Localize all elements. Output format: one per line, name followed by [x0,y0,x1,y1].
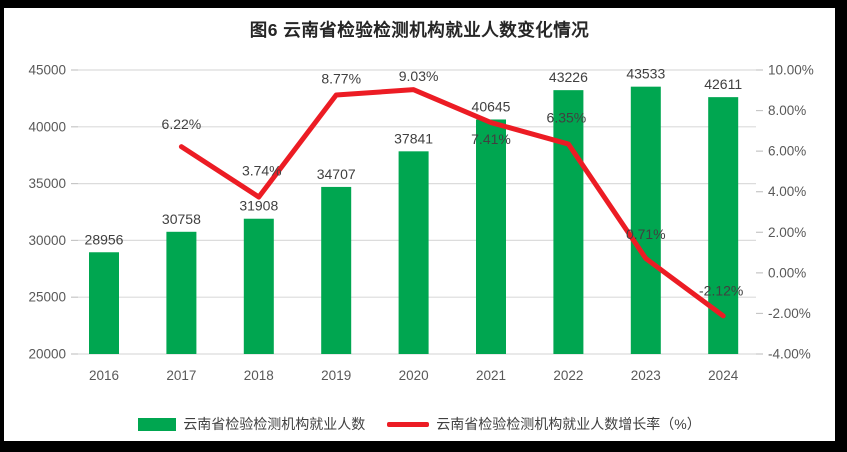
legend-item-employment: 云南省检验检测机构就业人数 [138,414,365,434]
growth-point-label: 6.35% [547,110,587,126]
axis-tick-label-right: -2.00% [768,306,811,321]
x-axis-label: 2017 [166,368,196,383]
axis-tick-label-left: 40000 [28,119,66,134]
growth-line [178,87,726,319]
axis-tick-label-left: 30000 [28,233,66,248]
line-series-swatch-icon [387,421,430,427]
x-axis-label: 2019 [321,368,351,383]
bar-value-label: 42611 [704,76,742,92]
axis-tick-label-left: 25000 [28,290,66,305]
legend-label-employment: 云南省检验检测机构就业人数 [183,416,366,432]
legend: 云南省检验检测机构就业人数 云南省检验检测机构就业人数增长率（%） [4,414,835,434]
chart-background: 45000 40000 35000 30000 25000 20000 10.00% 8.00… [4,8,835,441]
bar-2017 [166,231,197,354]
bar-value-label: 37841 [394,130,433,146]
bar-value-label: 28956 [85,231,124,247]
growth-point-label: 3.74% [242,162,282,178]
x-axis-label: 2020 [399,368,429,383]
bar-value-label: 31908 [239,198,278,214]
growth-point-label: 6.22% [162,116,202,132]
growth-point-label: 9.03% [399,68,439,84]
bar-value-label: 40645 [472,98,511,114]
growth-point-label: 8.77% [321,70,361,86]
legend-label-growth: 云南省检验检测机构就业人数增长率（%） [436,416,701,432]
bar-value-label: 43226 [549,69,588,85]
x-axis-label: 2022 [553,368,583,383]
axis-tick-label-right: 4.00% [768,184,806,199]
growth-point-label: 7.41% [471,131,511,147]
axis-tick-label-right: -4.00% [768,347,811,362]
axis-tick-label-left: 20000 [28,347,66,362]
bar-2018 [243,218,274,354]
bar-value-label: 30758 [162,211,201,227]
axis-tick-label-right: 0.00% [768,265,806,280]
bar-series-swatch-icon [138,417,177,431]
bar-2022 [553,90,584,354]
growth-point-label: 0.71% [626,226,666,242]
x-axis-label: 2016 [89,368,119,383]
axis-tick-label-left: 45000 [28,63,66,78]
bar-2019 [321,186,352,354]
axis-tick-label-right: 10.00% [768,63,814,78]
axis-tick-label-right: 8.00% [768,103,806,118]
x-axis-label: 2024 [708,368,739,383]
bar-2021 [476,119,506,354]
x-axis-label: 2021 [476,368,506,383]
axis-tick-label-right: 2.00% [768,225,806,240]
x-axis-label: 2023 [631,368,661,383]
legend-item-growth: 云南省检验检测机构就业人数增长率（%） [387,414,701,434]
axis-tick-label-right: 6.00% [768,144,806,159]
chart-title: 图6 云南省检验检测机构就业人数变化情况 [249,20,590,40]
chart-canvas: 45000 40000 35000 30000 25000 20000 10.00% 8.00… [28,63,814,384]
bar-2020 [398,151,429,354]
growth-point-label: -2.12% [699,282,743,298]
axis-tick-label-left: 35000 [28,176,66,191]
bar-value-label: 34707 [317,166,356,182]
bar-2023 [630,86,661,354]
x-axis-label: 2018 [244,368,274,383]
bar-value-label: 43533 [626,66,665,82]
bar-2016 [89,252,119,354]
